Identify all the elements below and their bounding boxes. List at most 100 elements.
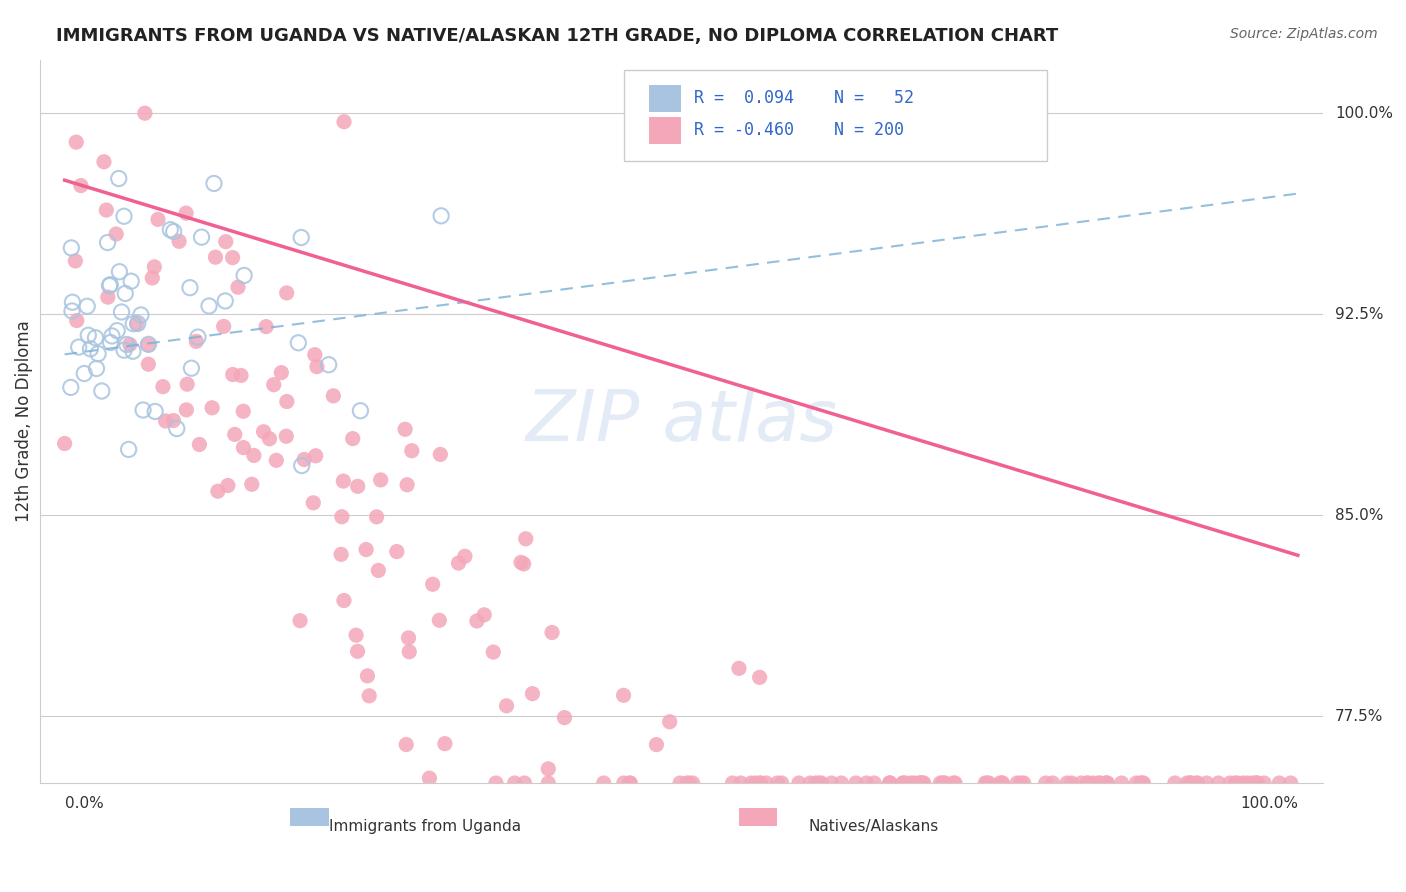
Point <box>305 449 328 463</box>
Point <box>1244 776 1267 790</box>
Point <box>429 447 451 461</box>
Point <box>503 776 526 790</box>
Point <box>146 212 169 227</box>
FancyBboxPatch shape <box>623 70 1047 161</box>
Point <box>903 776 925 790</box>
Point <box>553 710 575 724</box>
Point <box>1010 776 1032 790</box>
Point <box>188 437 211 451</box>
Text: 100.0%: 100.0% <box>1240 797 1298 812</box>
Point <box>344 628 367 642</box>
Point <box>252 425 274 439</box>
Point <box>65 135 87 149</box>
Point <box>830 776 852 790</box>
Point <box>787 776 810 790</box>
Point <box>1056 776 1078 790</box>
Point <box>198 299 221 313</box>
Point <box>891 776 914 790</box>
Point <box>276 285 298 300</box>
Point <box>122 344 145 359</box>
Point <box>537 776 560 790</box>
Point <box>912 776 935 790</box>
Point <box>808 776 831 790</box>
Point <box>276 429 298 443</box>
Point <box>879 776 901 790</box>
Point <box>1095 776 1118 790</box>
Point <box>1087 776 1109 790</box>
FancyBboxPatch shape <box>290 808 329 827</box>
Point <box>845 776 868 790</box>
Point <box>900 776 922 790</box>
Point <box>394 422 416 436</box>
Text: IMMIGRANTS FROM UGANDA VS NATIVE/ALASKAN 12TH GRADE, NO DIPLOMA CORRELATION CHAR: IMMIGRANTS FROM UGANDA VS NATIVE/ALASKAN… <box>56 27 1059 45</box>
Point <box>291 458 314 473</box>
Text: R = -0.460    N = 200: R = -0.460 N = 200 <box>695 120 904 139</box>
Point <box>187 330 209 344</box>
Point <box>1125 776 1147 790</box>
Point <box>226 280 249 294</box>
Point <box>1236 776 1258 790</box>
Point <box>66 313 89 327</box>
Point <box>472 607 495 622</box>
Point <box>176 403 198 417</box>
Point <box>292 452 315 467</box>
Point <box>401 443 423 458</box>
Point <box>1180 776 1202 790</box>
Text: 0.0%: 0.0% <box>65 797 104 812</box>
Point <box>346 479 368 493</box>
Point <box>430 209 453 223</box>
Point <box>176 377 198 392</box>
Point <box>911 776 934 790</box>
Point <box>1035 776 1057 790</box>
Point <box>766 776 789 790</box>
Point <box>122 317 145 331</box>
Point <box>541 625 564 640</box>
Point <box>1097 776 1119 790</box>
Point <box>619 776 641 790</box>
Point <box>770 776 793 790</box>
Point <box>907 776 929 790</box>
Point <box>730 776 752 790</box>
Point <box>1012 776 1035 790</box>
Point <box>1129 776 1152 790</box>
FancyBboxPatch shape <box>650 117 682 145</box>
Point <box>222 368 245 382</box>
Point <box>988 776 1011 790</box>
Point <box>180 361 202 376</box>
Point <box>367 563 389 577</box>
Point <box>302 496 325 510</box>
Point <box>1232 776 1254 790</box>
Point <box>974 776 997 790</box>
Point <box>233 268 256 283</box>
Point <box>76 299 98 313</box>
Point <box>485 776 508 790</box>
Point <box>342 432 364 446</box>
Point <box>510 555 533 569</box>
Point <box>1187 776 1209 790</box>
Point <box>512 557 534 571</box>
Point <box>1246 776 1268 790</box>
Point <box>515 532 537 546</box>
Point <box>204 250 226 264</box>
Point <box>658 714 681 729</box>
Text: Natives/Alaskans: Natives/Alaskans <box>808 819 939 834</box>
Point <box>134 106 156 120</box>
Point <box>1081 776 1104 790</box>
Point <box>366 509 388 524</box>
Point <box>418 771 440 785</box>
Point <box>370 473 392 487</box>
Point <box>53 436 76 450</box>
Point <box>107 171 129 186</box>
Point <box>1178 776 1201 790</box>
Point <box>254 319 277 334</box>
Point <box>396 477 419 491</box>
Point <box>346 644 368 658</box>
Point <box>728 661 751 675</box>
Point <box>117 442 139 457</box>
Point <box>270 366 292 380</box>
Text: R =  0.094    N =   52: R = 0.094 N = 52 <box>695 89 914 107</box>
Point <box>910 776 932 790</box>
Point <box>212 319 235 334</box>
Point <box>174 206 197 220</box>
Point <box>513 776 536 790</box>
